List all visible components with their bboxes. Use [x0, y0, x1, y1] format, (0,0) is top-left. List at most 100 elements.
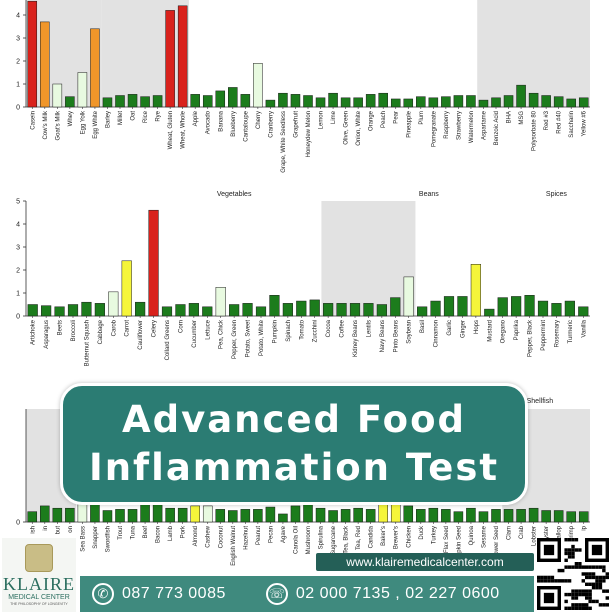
x-tick-label: Coffee — [340, 319, 346, 337]
bar — [541, 510, 551, 523]
x-tick-label: Cinnamon — [434, 320, 440, 347]
x-tick-label: Egg White — [93, 110, 99, 138]
bar — [215, 90, 226, 108]
x-tick-label: Casein — [30, 111, 36, 130]
bar — [528, 507, 539, 523]
bar — [453, 511, 464, 523]
bar — [516, 84, 526, 108]
x-tick-label: Candida — [369, 525, 375, 548]
bar — [108, 291, 119, 317]
bar — [328, 92, 338, 108]
bar — [491, 97, 501, 108]
website-link[interactable]: www.klairemedicalcenter.com — [316, 553, 534, 571]
y-tick-label: 0 — [16, 105, 20, 112]
group-label: Spices — [546, 191, 568, 198]
x-tick-label: Beets — [58, 320, 64, 335]
bar — [443, 296, 455, 317]
bar — [516, 509, 526, 523]
bar — [303, 95, 313, 108]
bar — [65, 96, 75, 108]
bar — [67, 304, 79, 317]
bar — [115, 95, 125, 108]
bar — [27, 0, 38, 108]
x-tick-label: Duck — [419, 525, 425, 540]
x-tick-label: Lamb — [168, 525, 174, 541]
x-tick-label: Quinoa — [469, 525, 475, 545]
x-tick-label: Tea, Red — [356, 526, 362, 550]
x-tick-label: Broccoli — [71, 320, 77, 341]
x-tick-label: Yellow #6 — [582, 110, 588, 136]
bar — [428, 97, 439, 108]
shaded-band — [477, 0, 590, 107]
bar — [503, 95, 514, 108]
bar — [165, 507, 175, 523]
x-tick-label: Spinach — [286, 320, 292, 342]
x-tick-label: Asparagus — [44, 320, 50, 349]
bar — [177, 507, 188, 523]
bar — [278, 513, 288, 523]
x-tick-label: Pear — [394, 111, 400, 124]
bar — [52, 507, 63, 523]
bar — [148, 209, 159, 317]
bar — [353, 97, 363, 108]
x-tick-label: Brewer's — [394, 526, 400, 549]
bar — [303, 503, 313, 523]
x-tick-label: Shrimp — [569, 525, 575, 545]
x-tick-label: Onion, White — [356, 110, 362, 145]
x-tick-label: Millet — [118, 111, 124, 125]
bar — [290, 94, 301, 108]
x-tick-label: Tomato — [299, 319, 305, 339]
mobile-number[interactable]: 087 773 0085 — [122, 585, 226, 602]
x-tick-label: Aspartame — [481, 110, 487, 140]
x-tick-label: Almond — [193, 526, 199, 546]
y-tick-label: 3 — [16, 36, 20, 43]
bar — [90, 28, 100, 108]
bar — [315, 507, 326, 523]
bar — [578, 97, 589, 108]
x-tick-label: Lemon — [319, 111, 325, 129]
x-tick-label: Pomegranate — [431, 110, 437, 147]
x-tick-label: Rye — [156, 110, 162, 121]
bar — [242, 303, 253, 317]
title-banner: Advanced Food Inflammation Test — [60, 383, 528, 505]
x-tick-label: Zucchini — [313, 320, 319, 342]
bar — [202, 306, 213, 317]
y-tick-label: 1 — [16, 291, 20, 298]
x-tick-label: Cantaloupe — [243, 110, 249, 141]
x-tick-label: Hazelnut — [243, 526, 249, 550]
bar — [52, 83, 63, 108]
bar — [228, 510, 238, 523]
bar — [255, 306, 267, 317]
bar — [566, 98, 576, 108]
group-label: Shellfish — [527, 398, 554, 405]
x-tick-label: Artichoke — [31, 319, 37, 345]
x-tick-label: Pecan — [268, 526, 274, 543]
bar — [441, 509, 451, 523]
x-tick-label: Pineapple — [406, 110, 412, 137]
x-tick-label: Hops — [474, 320, 480, 334]
bar — [240, 94, 251, 108]
x-tick-label: Whey — [68, 111, 74, 126]
bar — [161, 306, 173, 317]
logo-name: KLAIRE — [3, 574, 75, 594]
x-tick-label: Cow's Milk — [43, 110, 49, 139]
bar — [41, 305, 52, 317]
landline-numbers[interactable]: 02 000 7135 , 02 227 0600 — [295, 585, 500, 602]
y-tick-label: 2 — [16, 59, 20, 66]
bar — [190, 94, 200, 108]
bar — [77, 72, 88, 108]
x-tick-label: Spirulina — [319, 525, 325, 549]
x-tick-label: Goat's Milk — [55, 110, 61, 140]
bar — [290, 505, 301, 523]
qr-code-icon[interactable] — [537, 538, 609, 610]
bar — [378, 504, 388, 523]
x-tick-label: Celery — [152, 320, 158, 337]
banner-line-1: Advanced Food — [121, 398, 467, 441]
clinic-logo: KLAIRE MEDICAL CENTER THE PHILOSOPHY OF … — [2, 538, 76, 612]
bar — [115, 509, 125, 523]
bar — [390, 98, 401, 108]
x-tick-label: Collard Greens — [165, 320, 171, 360]
x-tick-label: Peppermint — [541, 320, 547, 351]
x-tick-label: Red #40 — [557, 110, 563, 133]
logo-subtitle: MEDICAL CENTER — [8, 594, 70, 601]
